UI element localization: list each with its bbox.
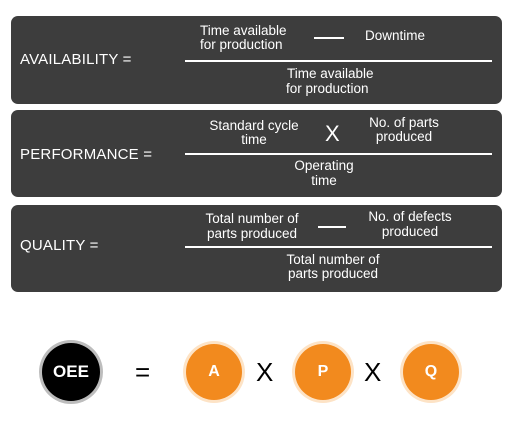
availability-fraction-bar xyxy=(185,60,492,62)
performance-numerator-parts-line2: produced xyxy=(375,129,433,144)
minus-sign xyxy=(318,226,346,228)
quality-numerator-defects-line1: No. of defects xyxy=(368,209,452,224)
performance-circle: P xyxy=(295,344,351,400)
multiply-sign: X xyxy=(325,121,340,146)
multiply-sign: X xyxy=(256,357,274,387)
equals-sign: = xyxy=(135,357,151,387)
quality-numerator-defects-line2: produced xyxy=(381,224,439,239)
performance-numerator-cycle-line1: Standard cycle xyxy=(209,118,299,133)
availability-numerator-time-available-line2: for production xyxy=(200,37,283,52)
performance-denominator-line2: time xyxy=(311,173,337,188)
performance-label: PERFORMANCE = xyxy=(20,146,153,163)
quality-circle: Q xyxy=(403,344,459,400)
performance-panel: PERFORMANCE = Standard cycle time X No. … xyxy=(11,110,502,197)
availability-label: AVAILABILITY = xyxy=(20,51,132,68)
quality-panel: QUALITY = Total number of parts produced… xyxy=(11,205,502,292)
availability-denominator-line2: for production xyxy=(286,81,369,96)
quality-label: QUALITY = xyxy=(20,237,99,254)
performance-numerator-parts-line1: No. of parts xyxy=(369,115,439,130)
quality-denominator-line2: parts produced xyxy=(287,266,379,281)
oee-circle: OEE xyxy=(42,343,100,401)
availability-panel: AVAILABILITY = Time available for produc… xyxy=(11,16,502,104)
performance-denominator-line1: Operating xyxy=(294,158,354,173)
minus-sign xyxy=(314,37,344,39)
quality-numerator-total-line2: parts produced xyxy=(206,226,298,241)
multiply-sign: X xyxy=(364,357,382,387)
availability-numerator-time-available-line1: Time available xyxy=(200,23,287,38)
availability-numerator-downtime: Downtime xyxy=(365,28,426,43)
quality-fraction-bar xyxy=(185,246,492,248)
performance-numerator-cycle-line2: time xyxy=(241,132,267,147)
quality-numerator-total-line1: Total number of xyxy=(205,211,299,226)
availability-denominator-line1: Time available xyxy=(287,66,374,81)
availability-circle: A xyxy=(186,344,242,400)
quality-denominator-line1: Total number of xyxy=(286,252,380,267)
performance-fraction-bar xyxy=(185,153,492,155)
